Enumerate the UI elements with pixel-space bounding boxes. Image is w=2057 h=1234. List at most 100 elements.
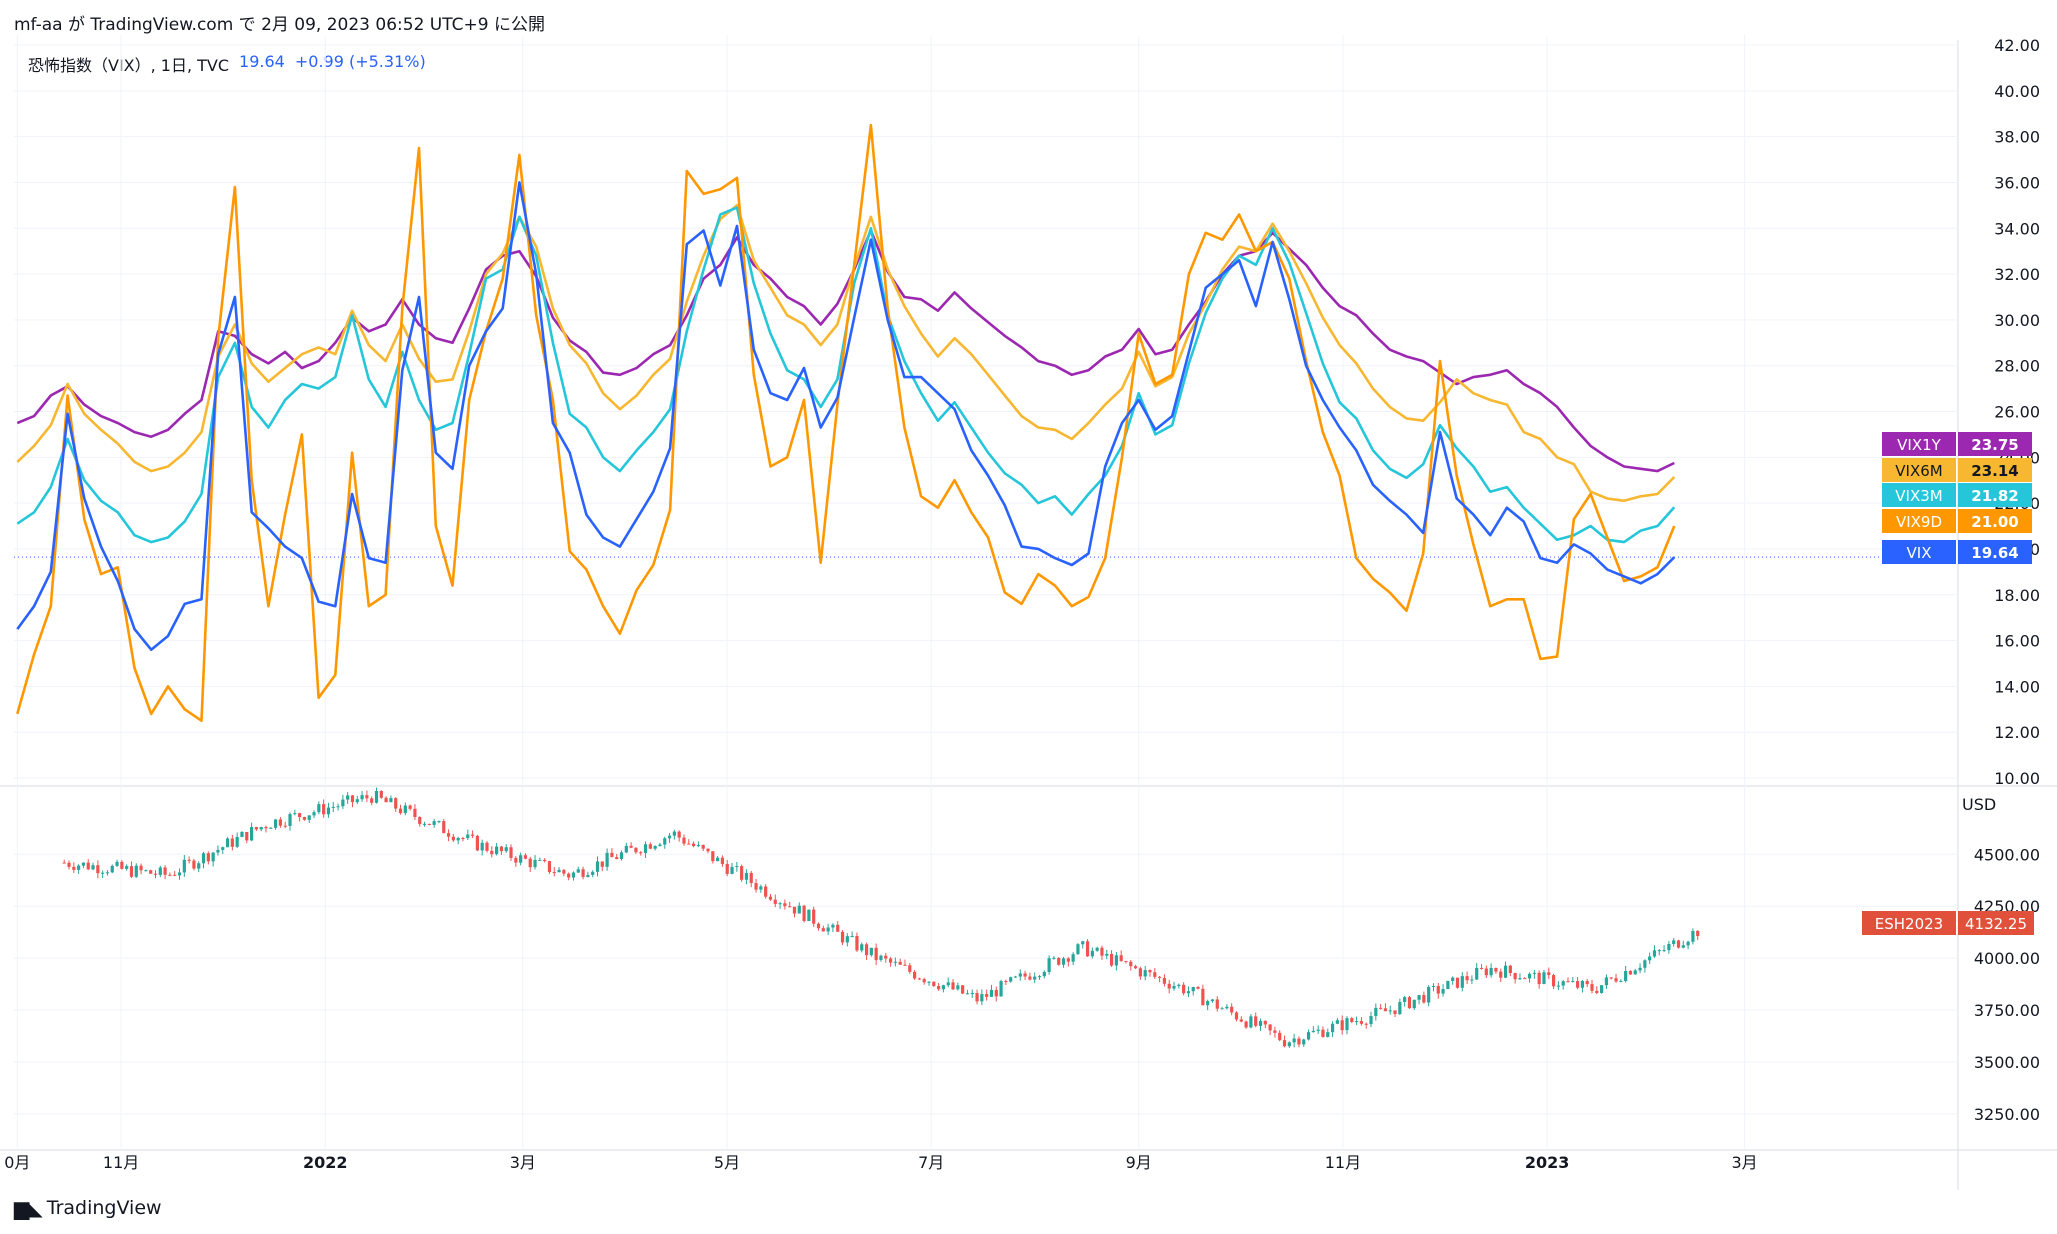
- candle-body: [980, 994, 984, 1002]
- candle: [1013, 975, 1018, 978]
- candle: [1604, 974, 1609, 989]
- series-line-vix1y[interactable]: [16, 229, 1675, 473]
- candle: [1095, 946, 1099, 952]
- candle-body: [595, 861, 600, 872]
- candle-body: [1600, 985, 1604, 993]
- footer-brand[interactable]: ▆◣ TradingView: [14, 1196, 162, 1220]
- candle: [177, 868, 182, 880]
- candle: [298, 812, 302, 822]
- candle-body: [528, 858, 532, 868]
- candle-body: [206, 853, 210, 862]
- candle-body: [730, 866, 734, 874]
- candle: [1042, 970, 1046, 979]
- candle: [1465, 971, 1469, 985]
- candle: [980, 989, 984, 1006]
- candle: [1355, 1016, 1359, 1026]
- candle: [658, 842, 662, 847]
- candle-body: [869, 947, 873, 956]
- candle-body: [821, 928, 825, 932]
- candle-body: [999, 981, 1003, 997]
- candle: [1513, 972, 1517, 984]
- candle-body: [576, 869, 580, 873]
- y-tick-label: 26.00: [1994, 403, 2040, 422]
- candle: [855, 932, 859, 952]
- series-line-vix[interactable]: [16, 181, 1676, 652]
- candle: [379, 790, 383, 799]
- candle-body: [470, 834, 475, 836]
- candle-body: [1551, 975, 1556, 987]
- candle-body: [1061, 958, 1066, 965]
- candle-body: [1210, 999, 1215, 1002]
- candle-body: [398, 808, 403, 814]
- candle-body: [533, 859, 537, 868]
- candle-body: [254, 827, 258, 830]
- candle: [456, 836, 460, 845]
- candle-body: [1268, 1024, 1272, 1031]
- candle-body: [422, 823, 427, 825]
- candle-body: [941, 985, 946, 990]
- candle-body: [288, 814, 292, 826]
- series-legend[interactable]: 恐怖指数（VIX）, 1日, TVC 19.64 +0.99 (+5.31%): [28, 52, 426, 76]
- series-tag-name: VIX: [1907, 544, 1932, 562]
- candle: [1268, 1024, 1272, 1036]
- candle-body: [879, 955, 883, 960]
- candle-body: [509, 847, 513, 858]
- candle: [1105, 949, 1109, 960]
- candle: [624, 842, 628, 854]
- candle: [716, 856, 720, 862]
- series-tag-value-bg: [1958, 509, 2032, 533]
- candle-body: [864, 944, 869, 956]
- candle: [1383, 1003, 1388, 1012]
- candle-body: [480, 842, 484, 851]
- candle-body: [187, 859, 191, 861]
- candle-body: [110, 865, 114, 873]
- candle: [490, 846, 494, 858]
- candle-body: [1614, 978, 1618, 982]
- candle: [1330, 1021, 1335, 1038]
- candle: [1638, 963, 1642, 974]
- candle: [307, 815, 311, 823]
- candle-body: [1196, 986, 1200, 989]
- candle: [691, 841, 696, 848]
- candle-body: [67, 862, 71, 867]
- candle-body: [446, 833, 451, 837]
- candle: [418, 816, 422, 827]
- candle: [615, 853, 619, 860]
- series-line-vix6m[interactable]: [16, 204, 1676, 503]
- candle: [663, 836, 667, 849]
- candle-body: [629, 845, 633, 848]
- candle: [826, 923, 830, 936]
- candle: [1100, 945, 1104, 960]
- candle: [331, 801, 335, 813]
- candle-body: [884, 955, 888, 959]
- candle: [1561, 979, 1565, 990]
- series-tag-name: VIX6M: [1895, 462, 1942, 480]
- candle-body: [619, 852, 624, 859]
- candle: [1624, 965, 1628, 983]
- candle-body: [331, 806, 335, 808]
- x-tick-label: 3月: [510, 1153, 536, 1172]
- candle: [1326, 1028, 1330, 1038]
- candle: [932, 981, 936, 987]
- candle: [1052, 956, 1056, 960]
- candle: [543, 858, 547, 863]
- candle-body: [836, 924, 840, 932]
- series-line-vix9d[interactable]: [16, 123, 1676, 723]
- brand-name: TradingView: [46, 1197, 162, 1219]
- candle: [1547, 967, 1551, 979]
- series-line-vix3m[interactable]: [16, 206, 1676, 544]
- candle-body: [168, 874, 172, 876]
- series-tag-vix3m: VIX3M 21.82: [1882, 483, 2032, 507]
- y-tick-label: 16.00: [1994, 632, 2040, 651]
- candle-body: [192, 860, 196, 869]
- candle-body: [379, 791, 383, 798]
- series-tag-value: 19.64: [1971, 544, 2018, 562]
- candle: [989, 984, 994, 997]
- candle-body: [91, 865, 95, 870]
- candle: [1364, 1022, 1368, 1029]
- candle: [711, 851, 715, 864]
- candle: [571, 871, 576, 881]
- symbol-title[interactable]: 恐怖指数（VIX）, 1日, TVC: [28, 56, 230, 75]
- candle: [1499, 968, 1503, 982]
